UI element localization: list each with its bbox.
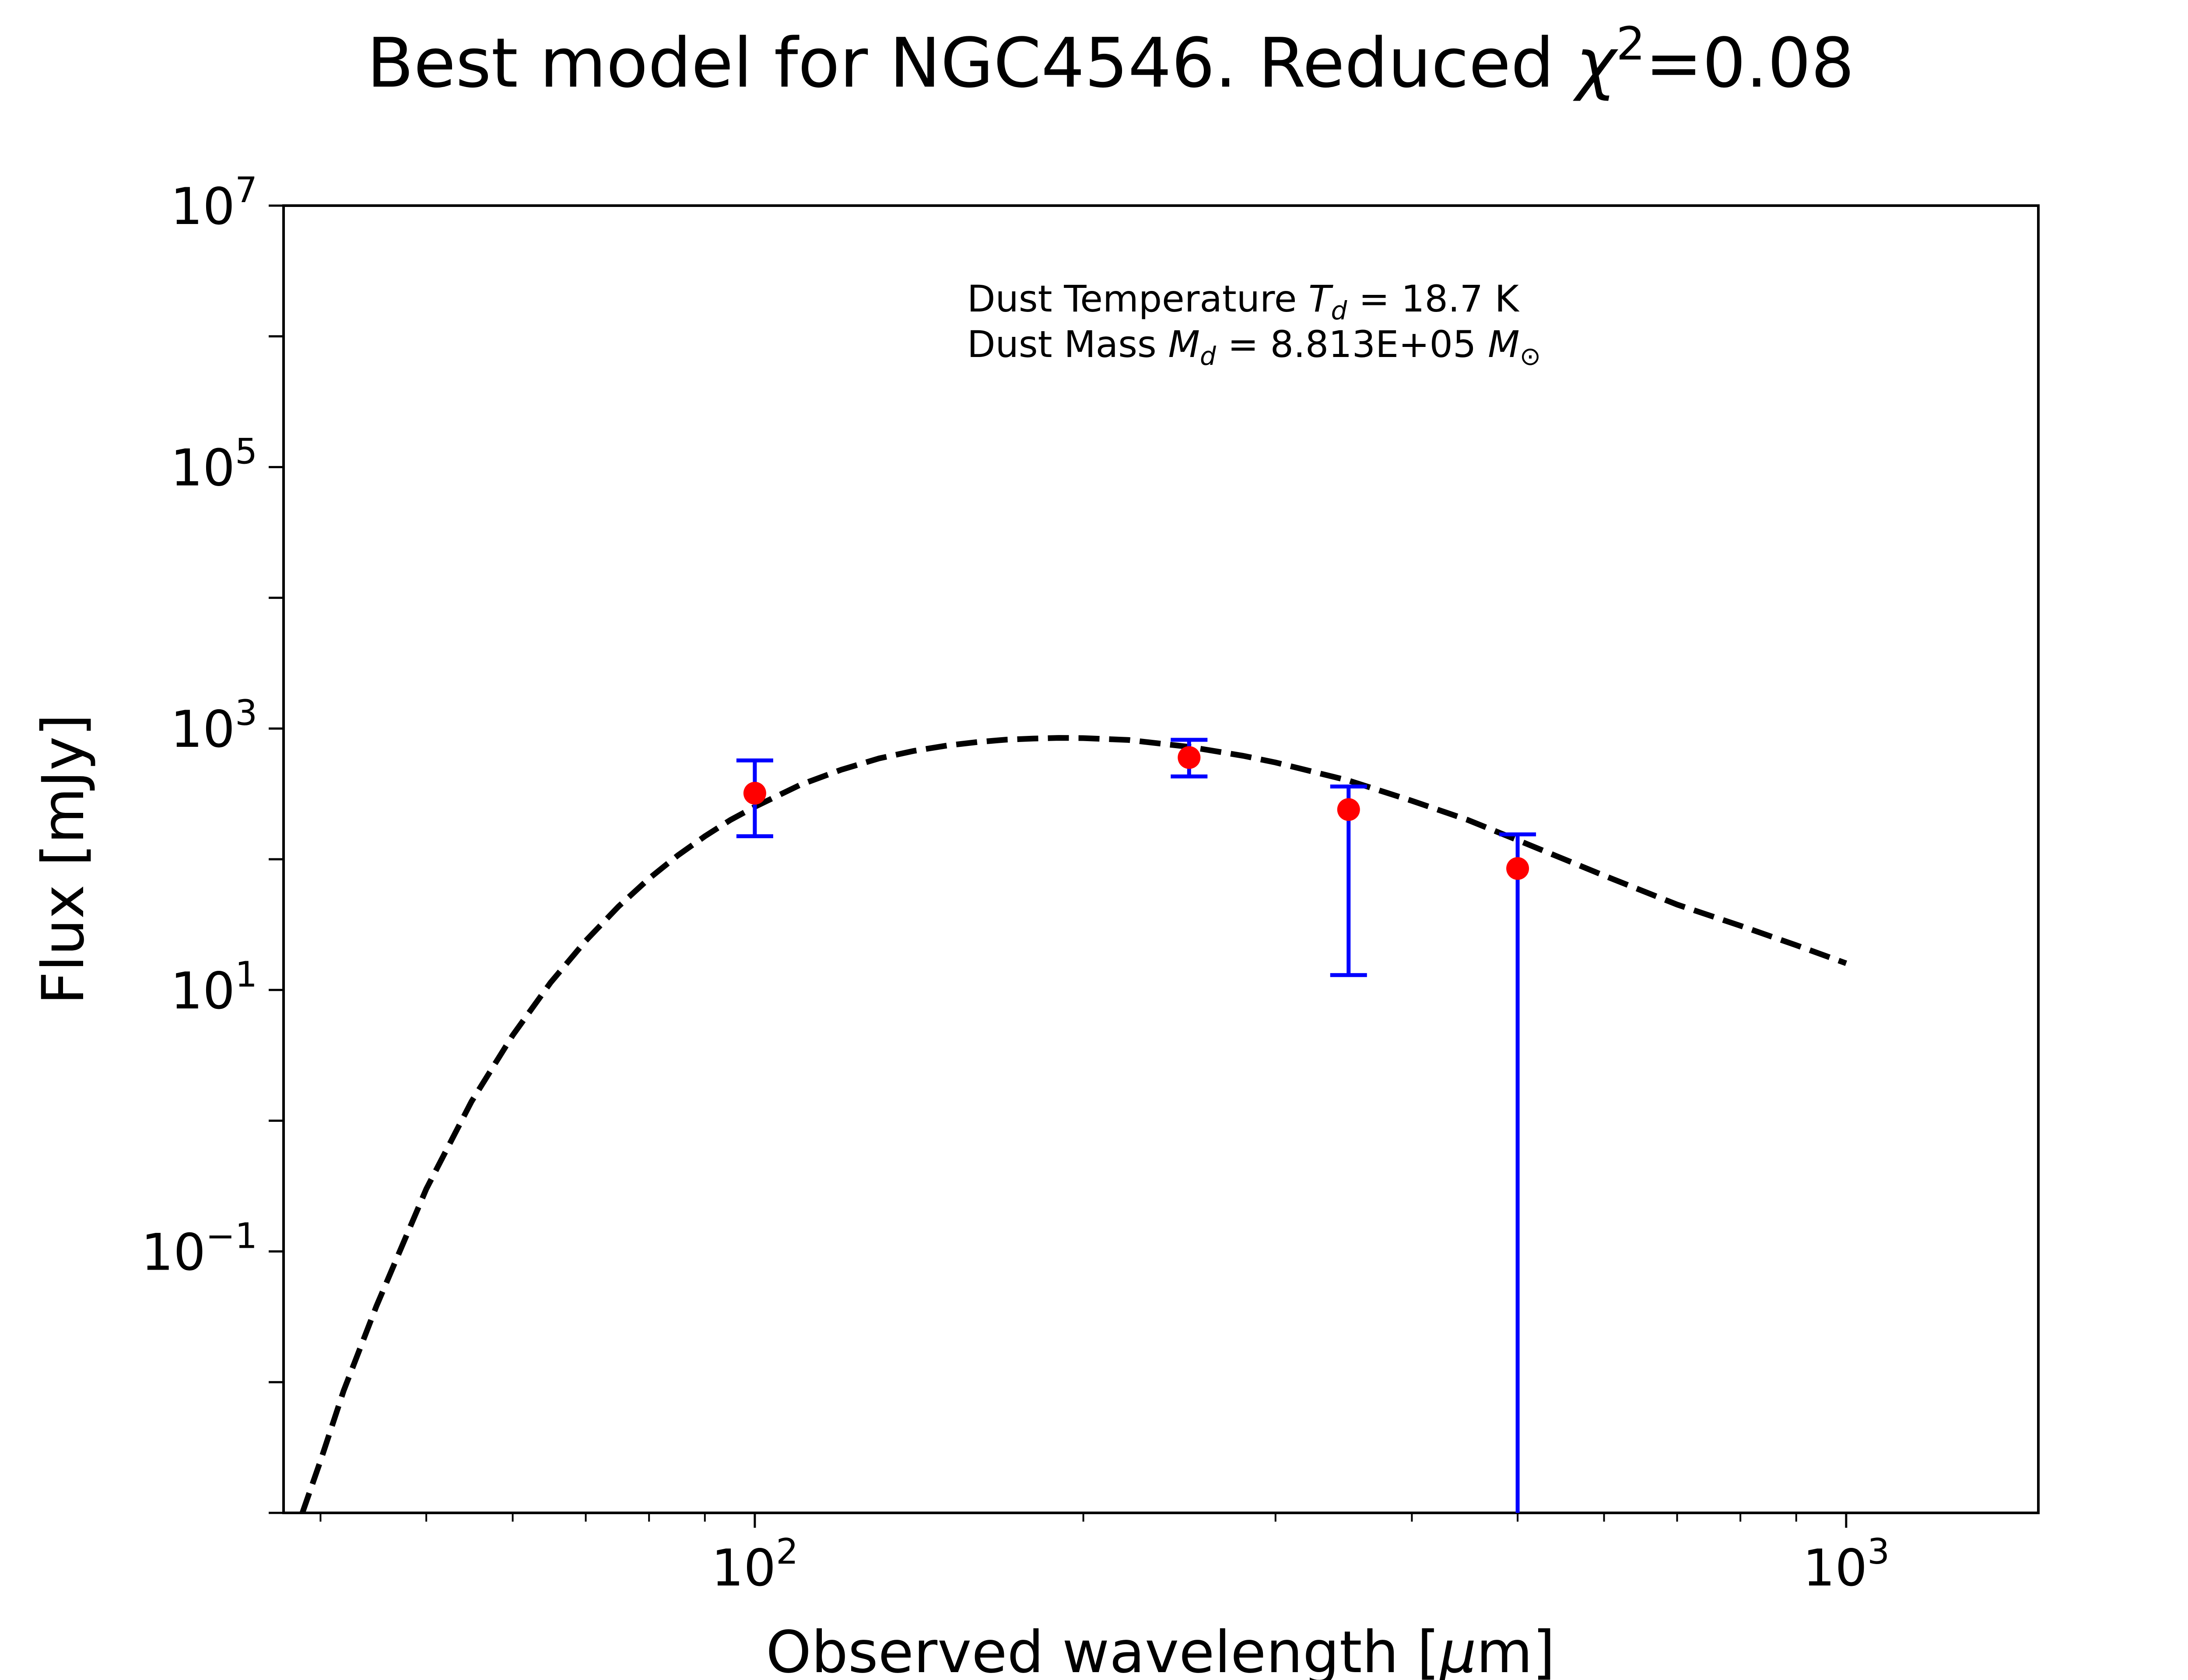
observation-point [1337, 798, 1360, 821]
observation-point [743, 782, 766, 805]
y-axis-label: Flux [mJy] [30, 714, 97, 1005]
x-tick-label: 102 [712, 1531, 799, 1598]
x-axis-label: Observed wavelength [μm] [766, 1619, 1555, 1680]
y-tick-label: 107 [170, 170, 257, 236]
observation-point [1178, 746, 1201, 769]
y-tick-label: 103 [170, 693, 257, 759]
model-series [299, 735, 1848, 1514]
y-tick-label: 105 [170, 431, 257, 498]
plot-area [282, 204, 2040, 1514]
dust-temperature-annotation: Dust Temperature Td = 18.7 K [967, 277, 1520, 326]
y-tick-label: 10−1 [141, 1215, 257, 1282]
model-curve [299, 735, 1848, 1514]
y-tick-label: 101 [170, 954, 257, 1021]
x-tick-label: 103 [1803, 1531, 1890, 1598]
errorbar-series [736, 738, 1536, 1513]
chart-title: Best model for NGC4546. Reduced χ2=0.08 [367, 17, 1854, 103]
dust-mass-annotation: Dust Mass Md = 8.813E+05 M⊙ [967, 323, 1541, 371]
x-axis: 102 103 [319, 1513, 1890, 1598]
observation-series [743, 746, 1529, 880]
y-axis: 10−1 101 103 105 107 [141, 170, 284, 1514]
observation-point [1506, 857, 1529, 880]
